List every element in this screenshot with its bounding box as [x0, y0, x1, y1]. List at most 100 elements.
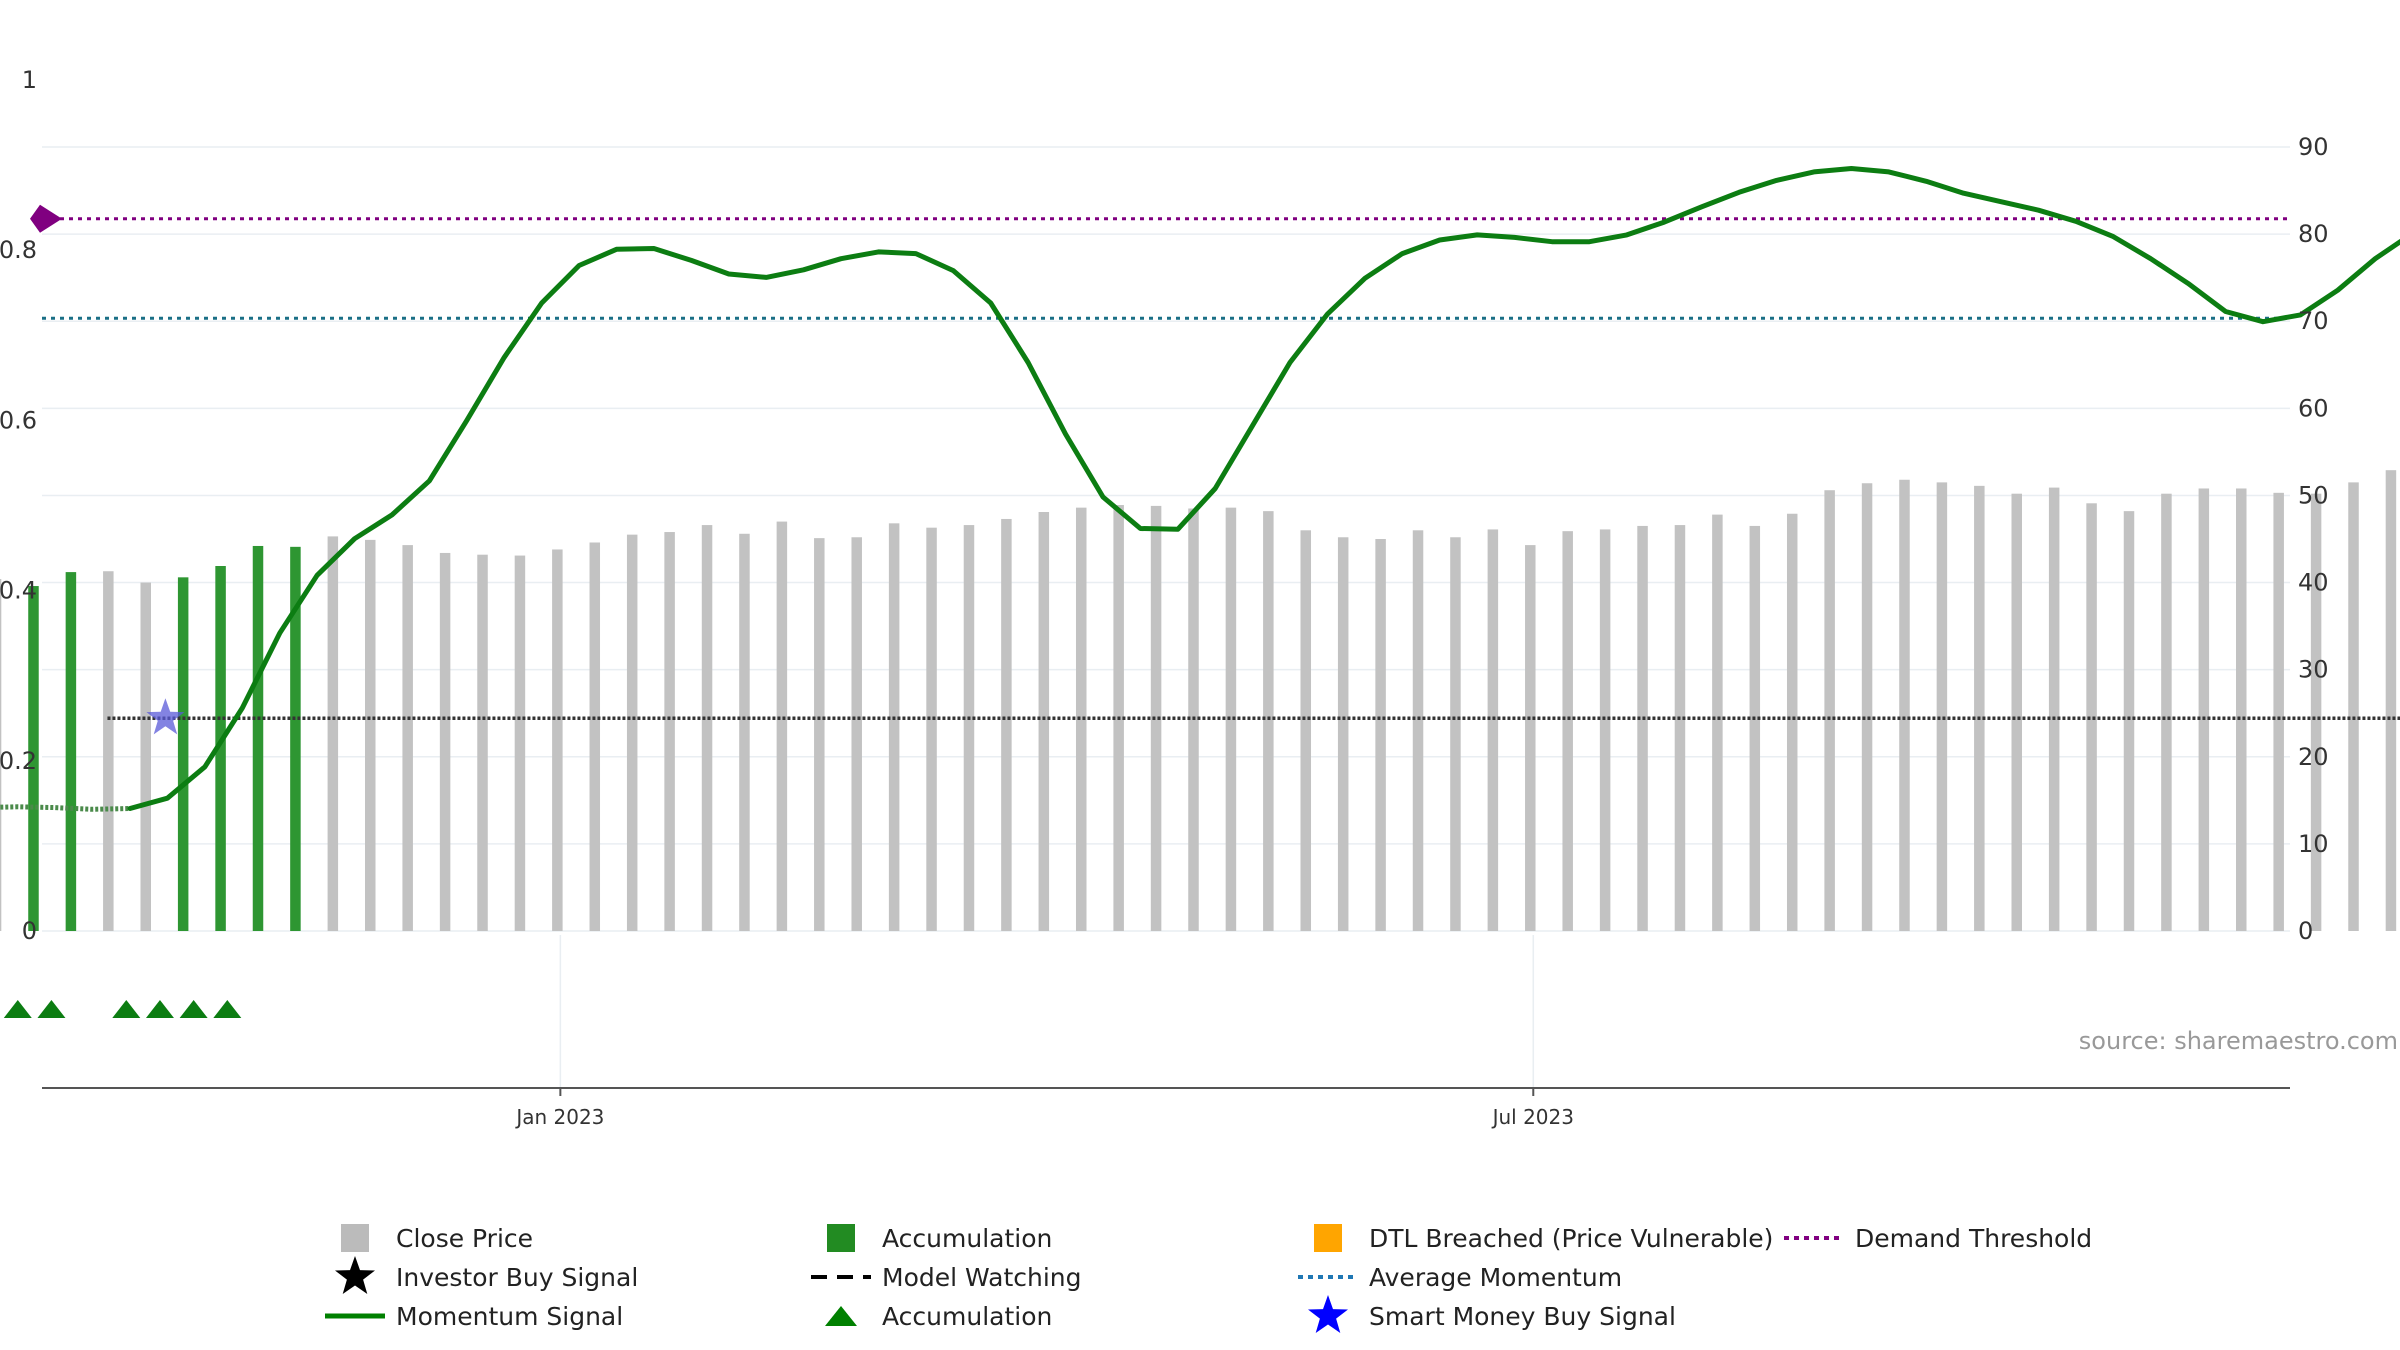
price-bar: [103, 571, 114, 931]
price-bar: [1824, 490, 1835, 931]
price-bar: [1300, 530, 1312, 931]
legend-star-icon: [335, 1256, 375, 1294]
x-tick-label: Jul 2023: [1491, 1105, 1574, 1129]
legend-square-icon: [341, 1224, 369, 1252]
legend-item: Momentum Signal: [325, 1302, 623, 1331]
legend-label: Demand Threshold: [1855, 1224, 2092, 1253]
price-bar: [1487, 529, 1499, 931]
price-bar: [2161, 493, 2172, 931]
legend-item: Accumulation: [825, 1302, 1052, 1331]
price-bar: [327, 536, 339, 931]
legend-item: Accumulation: [827, 1224, 1052, 1253]
legend-label: Accumulation: [882, 1224, 1052, 1253]
price-bar: [2348, 482, 2359, 931]
legend-star-icon: [1308, 1295, 1348, 1333]
y-right-tick-label: 30: [2298, 656, 2329, 684]
y-right-tick-label: 90: [2298, 133, 2329, 161]
price-bar: [1337, 537, 1349, 931]
price-bar: [2048, 487, 2060, 931]
price-bar: [1674, 525, 1686, 931]
accumulation-bar: [252, 545, 264, 931]
legend-label: Investor Buy Signal: [396, 1263, 638, 1292]
price-bar: [2385, 470, 2397, 931]
price-bar: [926, 527, 937, 931]
price-bar: [814, 538, 825, 931]
price-bar: [402, 545, 413, 931]
y-left-tick-label: 1: [22, 66, 37, 94]
accumulation-triangle-marker: [112, 1000, 141, 1018]
price-bar: [626, 534, 638, 931]
price-bar: [589, 542, 601, 931]
y-right-tick-label: 80: [2298, 220, 2329, 248]
price-bar: [1899, 479, 1910, 931]
y-left-tick-label: 0.4: [0, 577, 37, 605]
legend-item: DTL Breached (Price Vulnerable): [1314, 1224, 1773, 1253]
legend-item: Model Watching: [811, 1263, 1082, 1292]
price-bar: [1562, 531, 1573, 931]
price-bar: [2310, 493, 2322, 931]
accumulation-bar: [215, 566, 226, 931]
price-bar: [477, 554, 488, 931]
price-bar: [701, 525, 713, 931]
accumulation-triangle-marker: [37, 1000, 66, 1018]
accumulation-bar: [28, 586, 39, 931]
legend-item: Smart Money Buy Signal: [1308, 1295, 1676, 1333]
price-bar: [2086, 503, 2097, 931]
price-bar: [1038, 511, 1050, 931]
smart-money-buy-signal-star: [146, 698, 185, 735]
legend-item: Investor Buy Signal: [335, 1256, 638, 1294]
y-left-tick-label: 0.6: [0, 406, 37, 434]
demand-threshold-marker: [30, 204, 62, 233]
legend-label: Model Watching: [882, 1263, 1082, 1292]
legend-item: Close Price: [341, 1224, 533, 1253]
price-bar: [851, 537, 862, 931]
x-tick-label: Jan 2023: [514, 1105, 604, 1129]
price-bar: [2273, 492, 2284, 931]
price-bar: [1637, 525, 1648, 931]
y-right-tick-label: 20: [2298, 743, 2329, 771]
price-bar: [776, 521, 788, 931]
y-left-tick-label: 0: [22, 917, 37, 945]
legend: Close Price Investor Buy Signal Momentum S…: [325, 1224, 2092, 1333]
price-bar: [963, 525, 975, 931]
y-left-tick-label: 0.8: [0, 236, 37, 264]
price-bar: [1599, 529, 1611, 931]
price-bar: [439, 552, 451, 931]
price-bar: [1075, 507, 1087, 931]
legend-label: Accumulation: [882, 1302, 1052, 1331]
signal-markers: [3, 698, 242, 1018]
price-bar: [739, 533, 750, 931]
source-label: source: sharemaestro.com: [2079, 1027, 2398, 1055]
accumulation-bar: [65, 572, 77, 931]
price-bar: [365, 539, 376, 931]
accumulation-bar: [290, 546, 301, 931]
price-bar: [1450, 537, 1461, 931]
legend-item: Demand Threshold: [1784, 1224, 2092, 1253]
y-left-tick-label: 0.2: [0, 747, 37, 775]
legend-square-icon: [1314, 1224, 1342, 1252]
price-bar: [1150, 505, 1162, 931]
price-bar: [2236, 488, 2247, 931]
momentum-line: [127, 166, 2400, 811]
price-bar: [1225, 507, 1237, 931]
price-bar: [514, 555, 526, 931]
price-bar: [1525, 545, 1536, 931]
price-bar: [2011, 493, 2022, 931]
price-bar: [1974, 485, 1985, 931]
accumulation-triangle-marker: [3, 1000, 32, 1018]
price-bar: [1375, 539, 1386, 931]
price-bar: [1861, 483, 1873, 931]
accumulation-bar: [177, 577, 189, 931]
price-bar: [664, 532, 675, 931]
legend-label: Close Price: [396, 1224, 533, 1253]
accumulation-triangle-marker: [213, 1000, 242, 1018]
legend-triangle-icon: [825, 1306, 857, 1326]
price-bar: [2123, 511, 2135, 931]
price-bar: [2198, 488, 2210, 931]
legend-item: Average Momentum: [1298, 1263, 1622, 1292]
y-right-tick-label: 50: [2298, 481, 2329, 509]
legend-label: Smart Money Buy Signal: [1369, 1302, 1676, 1331]
price-bar: [140, 582, 151, 931]
